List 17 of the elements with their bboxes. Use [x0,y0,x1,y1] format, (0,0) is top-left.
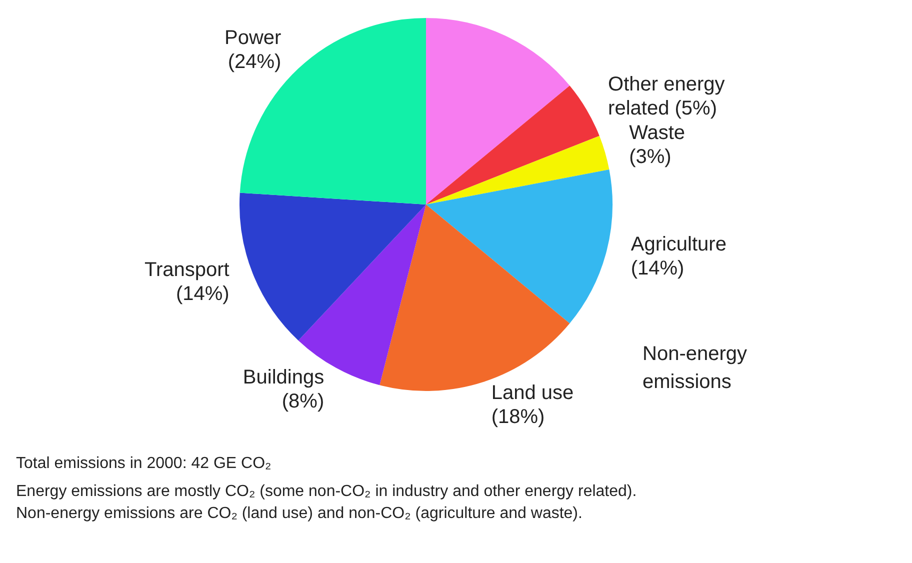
slice-label: Agriculture [630,234,726,256]
slice-label: Transport [144,258,230,281]
data-label: (14%) [176,282,230,305]
text: Non-energy emissions are CO₂ (land use) and non-CO₂ (agriculture and waste). [16,504,584,524]
data-label: (24%) [228,50,282,73]
data-label: (3%) [629,146,672,168]
text: Non-energy emissions [642,343,748,394]
slice-label: Other energy related (5%) [608,73,725,120]
slice-label: Power [224,26,282,49]
slice-label: Land use [491,382,574,404]
data-label: (14%) [630,258,684,280]
slice-label: Buildings [242,366,324,388]
data-label: (18%) [491,406,545,428]
slice-label: Waste [629,122,686,144]
data-label: (8%) [282,390,324,412]
text: Total emissions in 2000: 42 GE CO₂ [16,454,272,474]
text: Energy emissions are mostly CO₂ (some non-CO₂ in industry and other energy related). [16,482,638,502]
